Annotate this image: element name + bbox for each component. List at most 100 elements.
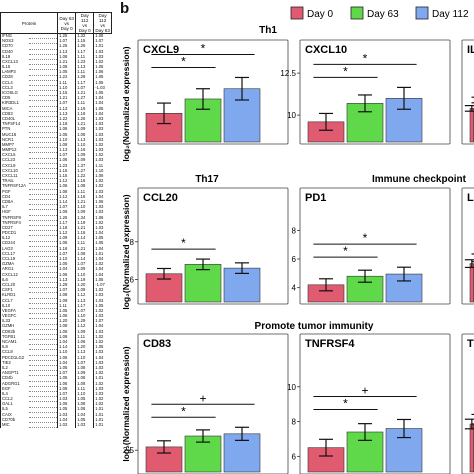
fold-change-day112-vs-day63: 1.06 bbox=[93, 70, 112, 75]
protein-name: IL6 bbox=[0, 277, 29, 283]
dot-leader bbox=[28, 375, 58, 382]
protein-name: ADGRG1 bbox=[0, 381, 29, 387]
ylabel-row2: log₂(Normalized expression) bbox=[121, 194, 131, 309]
fold-change-day63-vs-day0: 1.05 bbox=[57, 376, 76, 382]
fold-change-day112-vs-day0: 1.09 bbox=[75, 158, 94, 164]
fold-change-day63-vs-day0: 1.13 bbox=[57, 277, 76, 283]
fold-change-day112-vs-day63: 1.03 bbox=[93, 147, 112, 153]
table-row: NOS3 1.07 1.15 1.07 bbox=[0, 38, 112, 45]
table-row: MICA 1.13 1.19 1.05 bbox=[0, 106, 112, 112]
dot-leader bbox=[28, 85, 58, 92]
fold-change-day112-vs-day63: 1.03 bbox=[93, 116, 112, 122]
significance-marker: * bbox=[343, 396, 348, 410]
protein-name: GZMH bbox=[0, 324, 29, 330]
protein-name: CD27 bbox=[0, 225, 29, 231]
fold-change-day63-vs-day0: 1.03 bbox=[57, 412, 76, 418]
fold-change-day112-vs-day0: 1.05 bbox=[75, 396, 94, 402]
protein-name: KIR3DL1 bbox=[0, 101, 29, 107]
protein-name: CCL20 bbox=[0, 282, 29, 288]
dot-leader bbox=[28, 230, 58, 237]
fold-change-day63-vs-day0: 1.21 bbox=[57, 96, 76, 101]
fold-change-day112-vs-day63: 1.01 bbox=[93, 422, 112, 428]
protein-name: CD8A bbox=[0, 199, 29, 205]
table-row: KLRD1 1.08 1.12 1.03 bbox=[0, 293, 112, 299]
fold-change-day63-vs-day0: 1.05 bbox=[57, 365, 76, 371]
fold-change-day63-vs-day0: 1.06 bbox=[57, 210, 76, 216]
fold-change-day112-vs-day63: 1.06 bbox=[93, 33, 112, 39]
fold-change-day112-vs-day63: 1.03 bbox=[93, 329, 112, 335]
protein-table: Protein Day 63 vs Day 0 Day 112 vs Day 0… bbox=[0, 12, 112, 429]
fold-change-day63-vs-day0: 1.23 bbox=[57, 163, 76, 169]
panel-tnfrsf4: TNFRSF4 6 8 10 * + bbox=[287, 333, 451, 474]
fold-change-day112-vs-day0: 1.20 bbox=[75, 345, 94, 350]
dot-leader bbox=[28, 100, 58, 107]
dot-leader bbox=[28, 256, 58, 263]
fold-change-day112-vs-day0: 1.17 bbox=[75, 80, 94, 86]
dot-leader bbox=[28, 220, 58, 226]
table-row: CCL4 1.11 1.17 1.05 bbox=[0, 80, 112, 86]
fold-change-day112-vs-day0: 1.12 bbox=[75, 293, 94, 299]
fold-change-day112-vs-day63: 1.04 bbox=[93, 230, 112, 236]
fold-change-day63-vs-day0: 1.25 bbox=[57, 44, 76, 50]
protein-name: TRAIL bbox=[0, 179, 29, 184]
dot-leader bbox=[28, 391, 58, 398]
dot-leader bbox=[28, 277, 58, 284]
table-header-day112-vs-day0: Day 112 vs Day 0 bbox=[75, 12, 95, 34]
fold-change-day112-vs-day63: 1.02 bbox=[93, 339, 112, 345]
fold-change-day63-vs-day0: 1.05 bbox=[57, 262, 76, 267]
protein-name: CD70 bbox=[0, 44, 29, 50]
fold-change-day112-vs-day63: 1.03 bbox=[93, 386, 112, 392]
table-row: LAMP3 1.05 1.11 1.06 bbox=[0, 70, 112, 76]
fold-change-day63-vs-day0: 1.05 bbox=[57, 132, 76, 138]
fold-change-day63-vs-day0: 1.07 bbox=[57, 204, 76, 210]
dot-leader bbox=[28, 386, 58, 392]
fold-change-day63-vs-day0: 1.08 bbox=[57, 293, 76, 299]
fold-change-day112-vs-day63: 1.03 bbox=[93, 158, 112, 164]
fold-change-day112-vs-day0: 1.26 bbox=[75, 116, 94, 122]
y-tick-label: 8 bbox=[292, 418, 297, 427]
fold-change-day63-vs-day0: 1.10 bbox=[57, 256, 76, 262]
fold-change-day112-vs-day0: 1.19 bbox=[75, 220, 94, 226]
ylabel-row1: log₂(Normalized expression) bbox=[121, 46, 131, 161]
y-tick-label: 2.5 bbox=[123, 446, 135, 455]
fold-change-day112-vs-day63: 1.05 bbox=[93, 236, 112, 241]
protein-name: TNFRSF9 bbox=[0, 215, 29, 221]
fold-change-day112-vs-day63: 1.04 bbox=[93, 246, 112, 252]
dot-leader bbox=[28, 80, 58, 86]
bar-day0 bbox=[469, 423, 474, 473]
fold-change-day112-vs-day0: 1.16 bbox=[75, 194, 94, 200]
fold-change-day112-vs-day0: 1.19 bbox=[75, 106, 94, 112]
table-row: CCL20 1.29 1.20 -1.07 bbox=[0, 282, 112, 289]
fold-change-day63-vs-day0: 1.06 bbox=[57, 381, 76, 387]
dot-leader bbox=[28, 90, 58, 97]
table-row: NCR1 1.10 1.13 1.03 bbox=[0, 137, 112, 143]
fold-change-day112-vs-day63: 1.02 bbox=[93, 220, 112, 226]
protein-name: CCL7 bbox=[0, 298, 29, 304]
dot-leader bbox=[28, 142, 58, 149]
table-row: TNFRSF9 1.26 1.34 1.06 bbox=[0, 215, 112, 221]
protein-name: CD83 bbox=[0, 111, 29, 117]
fold-change-day63-vs-day0: 1.06 bbox=[57, 127, 76, 133]
table-row: CCL3 1.10 1.07 -1.03 bbox=[0, 85, 112, 92]
table-row: LAG3 1.16 1.21 1.04 bbox=[0, 246, 112, 252]
fold-change-day112-vs-day63: 1.03 bbox=[93, 313, 112, 319]
table-row: CCL17 1.07 1.08 1.01 bbox=[0, 251, 112, 258]
fold-change-day63-vs-day0: 1.07 bbox=[57, 391, 76, 397]
fold-change-day112-vs-day0: 1.10 bbox=[75, 313, 94, 319]
fold-change-day112-vs-day0: 1.09 bbox=[75, 267, 94, 273]
protein-name: IL12 bbox=[0, 236, 29, 241]
fold-change-day63-vs-day0: 1.18 bbox=[57, 121, 76, 127]
significance-marker: * bbox=[343, 64, 348, 78]
protein-name: TNFRSF12A bbox=[0, 184, 29, 190]
fold-change-day112-vs-day63: 1.05 bbox=[93, 106, 112, 112]
panel-frame bbox=[137, 187, 289, 305]
protein-name: MIC bbox=[0, 422, 29, 428]
fold-change-day63-vs-day0: 1.07 bbox=[57, 101, 76, 107]
dot-leader bbox=[28, 178, 58, 185]
fold-change-day112-vs-day63: 1.01 bbox=[93, 412, 112, 418]
fold-change-day112-vs-day0: 1.10 bbox=[75, 142, 94, 148]
fold-change-day112-vs-day63: 1.04 bbox=[93, 96, 112, 101]
fold-change-day112-vs-day63: 1.03 bbox=[93, 121, 112, 127]
fold-change-day112-vs-day63: 1.05 bbox=[93, 75, 112, 81]
